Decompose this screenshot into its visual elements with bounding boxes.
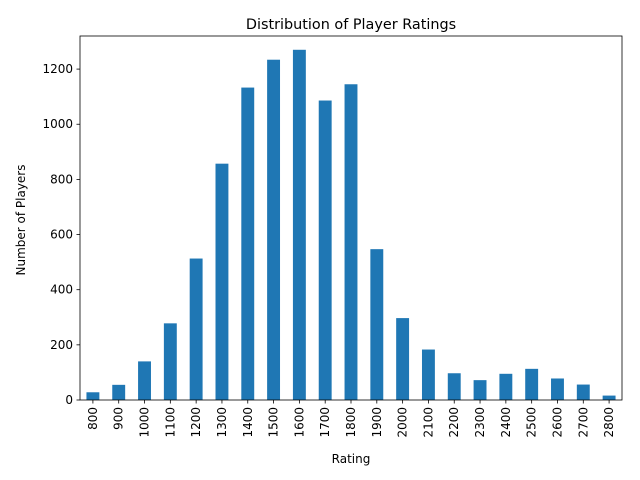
y-tick-label: 600 <box>50 228 73 242</box>
x-tick-label: 2300 <box>473 407 487 438</box>
x-tick-label: 1300 <box>215 407 229 438</box>
bar-2000 <box>396 318 410 400</box>
x-tick-label: 2800 <box>602 407 616 438</box>
x-tick-label: 1800 <box>344 407 358 438</box>
x-tick-label: 2500 <box>525 407 539 438</box>
bars-group <box>86 49 616 401</box>
y-ticks-group: 0 200 400 600 800 1000 1200 <box>42 62 80 407</box>
bar-2400 <box>499 373 513 400</box>
x-tick-label: 2000 <box>396 407 410 438</box>
x-tick-label: 2600 <box>550 407 564 438</box>
x-tick-label: 1500 <box>267 407 281 438</box>
bar-1300 <box>215 163 229 400</box>
y-axis-label: Number of Players <box>14 165 28 276</box>
chart-title: Distribution of Player Ratings <box>246 17 456 33</box>
plot-area-border <box>79 35 623 401</box>
bar-2100 <box>421 349 435 400</box>
bar-1500 <box>267 59 281 401</box>
x-tick-label: 800 <box>86 407 100 430</box>
bar-1100 <box>163 323 177 400</box>
y-tick-label: 200 <box>50 338 73 352</box>
x-tick-label: 1100 <box>163 407 177 438</box>
bar-2500 <box>525 368 539 400</box>
x-tick-label: 2400 <box>499 407 513 438</box>
x-tick-label: 900 <box>112 407 126 430</box>
y-tick-label: 400 <box>50 283 73 297</box>
x-ticks-group: 800 900 1000 1100 1200 1300 1400 1500 1600 1700 18… <box>86 400 616 438</box>
x-tick-label: 1700 <box>318 407 332 438</box>
x-tick-label: 2100 <box>421 407 435 438</box>
y-tick-label: 0 <box>65 393 73 407</box>
x-tick-label: 1900 <box>370 407 384 438</box>
x-axis-label: Rating <box>332 452 371 466</box>
x-tick-label: 1600 <box>292 407 306 438</box>
bar-1900 <box>370 249 384 400</box>
bar-1400 <box>241 87 255 401</box>
bar-1700 <box>318 100 332 400</box>
bar-1600 <box>292 49 306 401</box>
x-tick-label: 2200 <box>447 407 461 438</box>
x-tick-label: 1200 <box>189 407 203 438</box>
bar-800 <box>86 392 100 400</box>
bar-1800 <box>344 84 358 401</box>
bar-1200 <box>189 258 203 400</box>
x-tick-label: 2700 <box>576 407 590 438</box>
bar-2700 <box>576 384 590 400</box>
x-tick-label: 1000 <box>138 407 152 438</box>
bar-1000 <box>138 361 151 400</box>
bar-2300 <box>473 380 487 400</box>
y-tick-label: 1200 <box>42 62 73 76</box>
x-tick-label: 1400 <box>241 407 255 438</box>
bar-900 <box>112 384 126 400</box>
bar-2200 <box>447 373 461 400</box>
bar-2600 <box>551 378 564 400</box>
bar-2800 <box>602 395 616 400</box>
y-tick-label: 1000 <box>42 117 73 131</box>
y-tick-label: 800 <box>50 172 73 186</box>
axes-frame <box>79 35 623 401</box>
